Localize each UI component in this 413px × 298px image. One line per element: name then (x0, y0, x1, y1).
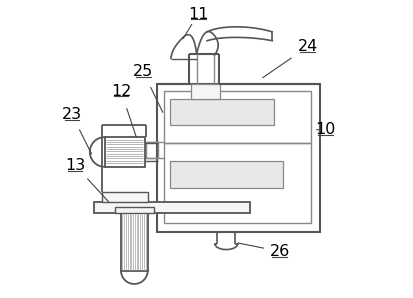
Text: 11: 11 (188, 7, 208, 21)
Text: 12: 12 (111, 84, 131, 99)
Text: 13: 13 (65, 158, 85, 173)
Text: 24: 24 (297, 39, 317, 54)
Bar (190, 84, 220, 99)
Bar (94, 202, 249, 213)
Bar (169, 161, 282, 187)
Bar (164, 91, 310, 143)
Text: 26: 26 (269, 244, 289, 259)
Text: 25: 25 (133, 64, 153, 79)
Bar (121, 213, 147, 271)
Bar (156, 84, 319, 232)
Bar (115, 207, 153, 213)
Text: 10: 10 (315, 122, 335, 137)
Bar (169, 99, 273, 125)
Bar (164, 143, 310, 223)
Bar (104, 137, 145, 167)
Bar (146, 142, 158, 158)
Bar (102, 192, 147, 202)
Text: 23: 23 (62, 107, 82, 122)
